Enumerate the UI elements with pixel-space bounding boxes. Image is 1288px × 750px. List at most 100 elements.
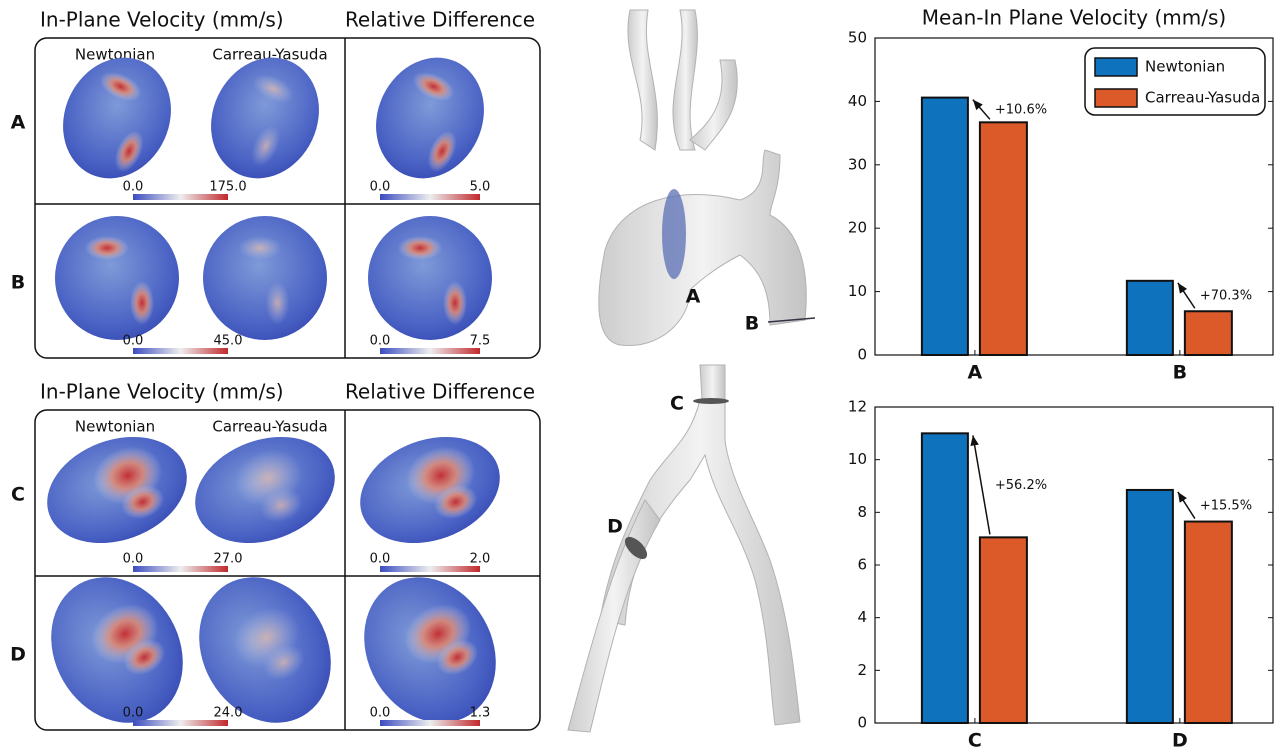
- velocity-map: [338, 553, 521, 747]
- x-tick-label: C: [968, 730, 982, 750]
- y-tick-label: 6: [857, 556, 867, 574]
- y-tick-label: 0: [857, 714, 867, 732]
- colorbar-label: 7.5: [470, 334, 491, 349]
- y-tick-label: 8: [857, 503, 867, 521]
- panel-title: Relative Difference: [345, 380, 535, 404]
- geometry-label: D: [607, 516, 623, 538]
- colorbar-label: 0.0: [123, 180, 144, 195]
- map-base: [203, 216, 327, 340]
- colorbar-label: 0.0: [123, 334, 144, 349]
- colorbar-label: 2.0: [470, 552, 491, 567]
- colorbar-label: 0.0: [370, 706, 391, 721]
- colorbar-label: 0.0: [370, 552, 391, 567]
- map-base: [368, 216, 492, 340]
- colorbar: [380, 194, 480, 200]
- velocity-map: [345, 418, 515, 561]
- bar: [1185, 522, 1232, 723]
- row-label: A: [11, 112, 26, 134]
- legend-swatch: [1095, 89, 1137, 107]
- y-tick-label: 12: [848, 398, 867, 416]
- annotation-arrowhead: [1178, 283, 1187, 294]
- map-hotspot: [85, 236, 129, 260]
- y-tick-label: 20: [848, 219, 867, 237]
- colorbar-label: 45.0: [214, 334, 243, 349]
- velocity-map: [44, 40, 191, 196]
- plane-c: [693, 398, 729, 404]
- annotation: +56.2%: [995, 478, 1047, 493]
- bar: [980, 537, 1027, 723]
- panel-title: In-Plane Velocity (mm/s): [40, 8, 284, 32]
- colorbar: [133, 720, 228, 726]
- figure: A B C D In-Plane Velocity (mm/s) Relative…: [0, 0, 1288, 750]
- y-tick-label: 30: [848, 155, 867, 173]
- map-base: [357, 40, 504, 196]
- plane-a: [662, 189, 686, 279]
- colorbar-label: 0.0: [123, 706, 144, 721]
- annotation: +10.6%: [995, 102, 1047, 117]
- map-base: [44, 40, 191, 196]
- velocity-map: [173, 553, 356, 747]
- annotation: +70.3%: [1200, 289, 1252, 304]
- geometry-label: C: [670, 393, 684, 415]
- column-label: Carreau-Yasuda: [212, 418, 327, 436]
- velocity-map: [203, 216, 327, 340]
- map-hotspot: [398, 236, 442, 260]
- legend-swatch: [1095, 58, 1137, 76]
- annotation: +15.5%: [1200, 498, 1252, 513]
- panel-title: Relative Difference: [345, 8, 535, 32]
- row-label: D: [10, 644, 26, 666]
- velocity-map: [368, 216, 492, 340]
- velocity-map: [180, 418, 350, 561]
- y-tick-label: 4: [857, 608, 867, 626]
- bar: [980, 122, 1027, 355]
- bar: [1127, 490, 1173, 723]
- bar: [1127, 281, 1173, 355]
- y-tick-label: 2: [857, 661, 867, 679]
- bar: [1185, 311, 1232, 355]
- colorbar-label: 0.0: [370, 334, 391, 349]
- column-label: Newtonian: [75, 418, 155, 436]
- geometry-label: B: [745, 313, 759, 335]
- velocity-map: [25, 553, 208, 747]
- map-hotspot: [266, 281, 290, 325]
- colorbar-label: 1.3: [470, 706, 491, 721]
- y-tick-label: 0: [857, 346, 867, 364]
- colorbar-label: 0.0: [370, 180, 391, 195]
- velocity-map: [55, 216, 179, 340]
- map-base: [55, 216, 179, 340]
- legend-label: Newtonian: [1145, 58, 1225, 76]
- colorbar: [380, 348, 480, 354]
- velocity-map: [357, 40, 504, 196]
- annotation-arrow: [973, 435, 990, 534]
- bar: [922, 433, 968, 723]
- annotation-arrowhead: [970, 435, 978, 446]
- panel-title: In-Plane Velocity (mm/s): [40, 380, 284, 404]
- map-hotspot: [443, 281, 467, 325]
- row-label: C: [11, 484, 25, 506]
- y-tick-label: 40: [848, 92, 867, 110]
- colorbar: [380, 720, 480, 726]
- legend-label: Carreau-Yasuda: [1145, 89, 1260, 107]
- bar: [922, 98, 968, 355]
- velocity-map: [32, 418, 202, 561]
- colorbar-label: 27.0: [214, 552, 243, 567]
- colorbar: [133, 194, 228, 200]
- colorbar-label: 5.0: [470, 180, 491, 195]
- x-tick-label: B: [1173, 362, 1187, 384]
- colorbar: [133, 566, 228, 572]
- colorbar: [133, 348, 228, 354]
- map-hotspot: [238, 236, 282, 260]
- vessel-geometry: [568, 10, 806, 732]
- annotation-arrowhead: [1178, 492, 1187, 503]
- colorbar-label: 175.0: [209, 180, 246, 195]
- y-tick-label: 50: [848, 29, 867, 47]
- colorbar: [380, 566, 480, 572]
- y-tick-label: 10: [848, 450, 867, 468]
- chart-title: Mean-In Plane Velocity (mm/s): [922, 6, 1226, 30]
- x-tick-label: A: [968, 362, 983, 384]
- y-tick-label: 10: [848, 282, 867, 300]
- map-hotspot: [130, 281, 154, 325]
- colorbar-label: 24.0: [214, 706, 243, 721]
- row-label: B: [11, 272, 25, 294]
- geometry-label: A: [686, 286, 701, 308]
